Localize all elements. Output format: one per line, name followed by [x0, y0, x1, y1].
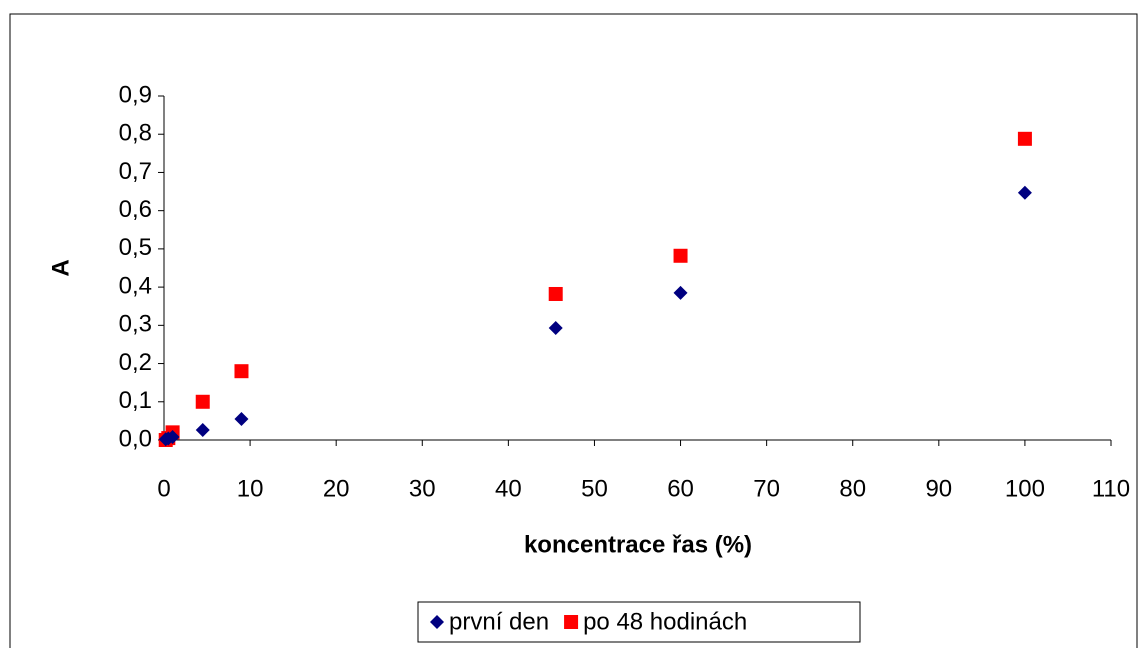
- point: [195, 394, 210, 409]
- point: [1017, 185, 1032, 200]
- legend-box: [417, 601, 861, 643]
- y-tick-label: 0,2: [119, 349, 152, 376]
- point: [195, 423, 210, 438]
- y-tick-label: 0,8: [119, 120, 152, 147]
- chart-frame: [9, 13, 1138, 648]
- x-tick-label: 30: [409, 475, 436, 502]
- point: [234, 364, 249, 379]
- x-tick-label: 90: [925, 475, 952, 502]
- x-tick-label: 40: [495, 475, 522, 502]
- x-tick-label: 80: [839, 475, 866, 502]
- x-tick-label: 100: [1005, 475, 1045, 502]
- y-tick-label: 0,3: [119, 311, 152, 338]
- x-axis-label: koncentrace řas (%): [524, 531, 752, 558]
- point: [548, 286, 563, 301]
- point: [673, 285, 688, 300]
- y-tick-label: 0,7: [119, 158, 152, 185]
- legend-label: po 48 hodinách: [583, 608, 747, 635]
- y-tick-label: 0,5: [119, 234, 152, 261]
- y-tick-label: 0,9: [119, 81, 152, 108]
- y-tick-label: 0,6: [119, 196, 152, 223]
- point: [673, 248, 688, 263]
- point: [1017, 131, 1032, 146]
- y-axis-label: A: [47, 259, 74, 276]
- point: [165, 429, 180, 444]
- x-tick-label: 110: [1092, 475, 1130, 502]
- legend-marker: [430, 615, 444, 629]
- x-tick-label: 10: [237, 475, 264, 502]
- legend-marker: [564, 615, 579, 629]
- y-tick-label: 0,0: [119, 425, 152, 452]
- y-tick-label: 0,4: [119, 272, 152, 299]
- x-tick-label: 50: [581, 475, 608, 502]
- x-tick-label: 60: [667, 475, 694, 502]
- x-tick-label: 0: [157, 475, 170, 502]
- legend-label: první den: [449, 608, 549, 635]
- x-tick-label: 70: [753, 475, 780, 502]
- y-tick-label: 0,1: [119, 387, 152, 414]
- x-tick-label: 20: [323, 475, 350, 502]
- point: [548, 321, 563, 336]
- point: [234, 411, 249, 426]
